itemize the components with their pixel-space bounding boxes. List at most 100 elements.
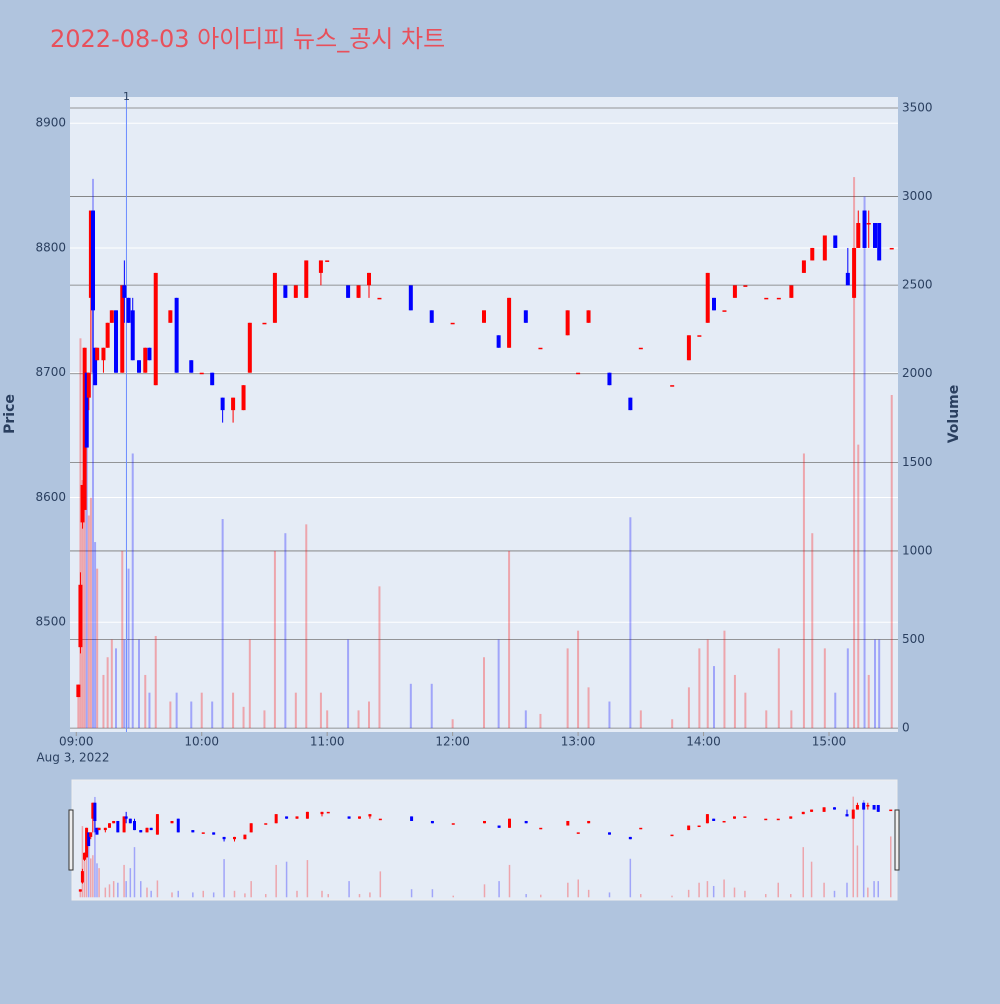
- candle-body: [249, 823, 253, 833]
- volume-bar: [846, 648, 849, 729]
- y2-axis-label: Volume: [946, 385, 962, 444]
- volume-bar: [263, 710, 266, 729]
- candle-body: [482, 310, 486, 323]
- candle-body: [670, 834, 674, 837]
- candle-body: [305, 811, 309, 819]
- candle-body: [126, 297, 131, 323]
- volume-bar: [567, 882, 569, 898]
- volume-bar: [77, 692, 80, 729]
- volume-bar: [525, 894, 527, 898]
- candle-body: [155, 814, 159, 835]
- volume-bar: [294, 692, 297, 729]
- x-tick-label: 15:00: [812, 735, 847, 749]
- volume-bar: [104, 887, 107, 898]
- candle-body: [85, 827, 89, 858]
- candle-body: [88, 210, 93, 298]
- candle-body: [222, 836, 226, 840]
- volume-bar: [305, 524, 308, 729]
- candle-body: [199, 372, 204, 375]
- volume-bar: [802, 453, 805, 729]
- volume-bar: [90, 858, 92, 898]
- candle-body: [607, 372, 612, 386]
- candle-body: [862, 802, 866, 810]
- volume-bar: [723, 630, 726, 729]
- candle-body: [801, 260, 806, 273]
- volume-bar: [857, 444, 860, 729]
- volume-bar: [79, 890, 82, 898]
- volume-bar: [102, 674, 105, 729]
- x-tick-label: 09:00: [59, 735, 94, 749]
- volume-bar: [108, 884, 111, 898]
- volume-bar: [497, 639, 500, 729]
- volume-bar: [698, 882, 700, 898]
- candle-body: [87, 832, 91, 847]
- annotation-text: 1: [123, 90, 130, 103]
- candle-body: [233, 836, 236, 840]
- volume-bar: [85, 409, 88, 729]
- x-tick-label: 13:00: [561, 735, 596, 749]
- volume-bar: [275, 864, 277, 898]
- chart-title: 2022-08-03 아이디피 뉴스_공시 차트: [50, 25, 445, 53]
- volume-bar: [154, 635, 157, 729]
- volume-bar: [698, 648, 701, 729]
- volume-bar: [87, 839, 90, 898]
- candle-body: [367, 272, 371, 286]
- volume-bar: [369, 892, 371, 898]
- candle-body: [89, 832, 93, 837]
- candle-body: [410, 816, 414, 821]
- candle-body: [143, 347, 148, 373]
- candle-body: [686, 335, 691, 361]
- candle-body: [247, 322, 252, 373]
- candle-body: [83, 852, 86, 860]
- volume-bar: [483, 884, 486, 898]
- candle-body: [789, 285, 794, 298]
- candle-body: [147, 347, 152, 361]
- volume-bar: [133, 847, 136, 898]
- candle-body: [377, 297, 382, 300]
- candle-body: [220, 397, 225, 411]
- volume-bar: [306, 860, 309, 898]
- y-tick-label: 8600: [35, 490, 66, 504]
- candle-body: [722, 820, 726, 823]
- volume-bar: [200, 692, 203, 729]
- candle-body: [845, 272, 850, 286]
- candle-body: [191, 830, 195, 833]
- x-sub-label: Aug 3, 2022: [36, 751, 109, 765]
- candle-body: [95, 827, 99, 835]
- candle-body: [122, 816, 126, 833]
- volume-bar: [823, 882, 825, 898]
- candle-body: [586, 310, 591, 323]
- range-slider[interactable]: [71, 779, 898, 901]
- candle-body: [873, 223, 877, 248]
- volume-bar: [706, 881, 709, 898]
- volume-bar: [223, 859, 225, 898]
- candle-body: [93, 802, 97, 821]
- candle-body: [86, 372, 91, 398]
- candle-body: [712, 297, 716, 311]
- volume-bar: [98, 868, 100, 898]
- y2-tick-label: 1000: [902, 543, 933, 557]
- volume-bar: [348, 881, 350, 898]
- candle-body: [326, 811, 330, 814]
- volume-bar: [175, 692, 178, 729]
- volume-bar: [169, 701, 172, 729]
- candle-body: [743, 816, 747, 818]
- candle-body: [243, 834, 247, 840]
- volume-bar: [890, 395, 893, 729]
- candle-body: [822, 235, 827, 261]
- volume-bar: [156, 880, 159, 898]
- candle-body: [105, 322, 110, 348]
- candle-body: [176, 818, 180, 833]
- y-tick-label: 8800: [35, 240, 66, 254]
- candle-body: [262, 322, 267, 325]
- volume-bar: [863, 196, 866, 729]
- y2-tick-label: 500: [902, 632, 925, 646]
- volume-bar: [853, 177, 856, 729]
- volume-bar: [106, 657, 109, 729]
- y-tick-label: 8900: [35, 116, 66, 130]
- volume-bar: [121, 550, 124, 729]
- volume-bar: [112, 881, 115, 898]
- volume-bar: [140, 881, 142, 898]
- volume-bar: [608, 701, 611, 729]
- volume-bar: [321, 890, 323, 898]
